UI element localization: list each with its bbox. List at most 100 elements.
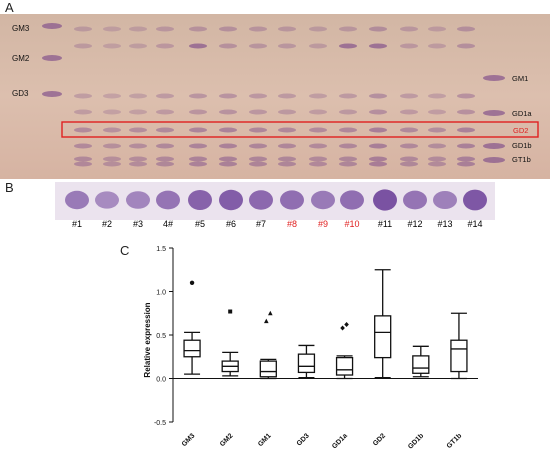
sample-band — [369, 127, 387, 133]
box-gm3 — [183, 280, 201, 375]
outlier — [340, 325, 345, 331]
box-iqr — [374, 315, 392, 359]
western-blot-strip — [55, 182, 495, 220]
sample-band — [249, 161, 267, 167]
blot-band — [219, 189, 243, 211]
sample-band — [219, 143, 237, 149]
lane-label: #2 — [101, 219, 113, 229]
sample-band — [74, 109, 92, 115]
sample-band — [189, 156, 207, 162]
sample-band — [309, 93, 327, 99]
x-tick-label: GM3 — [181, 432, 197, 448]
box-iqr — [183, 339, 201, 358]
sample-band — [129, 109, 147, 115]
sample-band — [129, 26, 147, 32]
lane-label: #6 — [225, 219, 237, 229]
lane-label: 4# — [162, 219, 174, 229]
outlier — [344, 322, 349, 328]
outlier — [189, 280, 195, 285]
sample-band — [249, 43, 267, 49]
marker-gd3: GD3 — [12, 89, 29, 98]
x-tick-label: GM1 — [257, 432, 273, 448]
y-tick-label: 1.5 — [156, 246, 166, 253]
outlier — [228, 309, 233, 314]
sample-band — [278, 143, 296, 149]
blot-band — [280, 190, 304, 210]
sample-band — [156, 143, 174, 149]
sample-band — [309, 109, 327, 115]
box-gm1 — [259, 310, 277, 380]
sample-band — [74, 161, 92, 167]
sample-band — [219, 43, 237, 49]
sample-band — [219, 156, 237, 162]
blot-bands — [65, 189, 487, 211]
sample-band — [219, 161, 237, 167]
sample-band — [249, 109, 267, 115]
sample-band — [400, 26, 418, 32]
sample-band — [339, 109, 357, 115]
sample-band — [249, 26, 267, 32]
box-iqr — [450, 339, 468, 373]
sample-band — [400, 127, 418, 133]
outlier — [268, 310, 273, 316]
panel-a-label: A — [5, 0, 14, 15]
sample-band — [156, 109, 174, 115]
sample-band — [189, 43, 207, 49]
sample-band — [457, 143, 475, 149]
sample-band — [189, 26, 207, 32]
tlc-background — [0, 14, 550, 179]
y-tick-label: 1.0 — [156, 290, 166, 297]
sample-band — [219, 93, 237, 99]
sample-band — [309, 127, 327, 133]
sample-band — [457, 161, 475, 167]
tlc-bands — [42, 23, 505, 167]
std-band — [483, 75, 505, 81]
sample-band — [156, 127, 174, 133]
sample-band — [339, 93, 357, 99]
sample-band — [457, 93, 475, 99]
sample-band — [189, 143, 207, 149]
sample-band — [369, 143, 387, 149]
blot-band — [373, 189, 397, 211]
box-plot: Relative expression -0.5 0.0 0.5 1.0 1.5 GM3… — [143, 246, 478, 449]
sample-band — [74, 143, 92, 149]
lane-label: #12 — [407, 219, 423, 229]
blot-background — [55, 182, 495, 220]
sample-band — [339, 127, 357, 133]
sample-band — [278, 93, 296, 99]
lane-label: #13 — [437, 219, 453, 229]
sample-band — [428, 127, 446, 133]
sample-band — [129, 143, 147, 149]
tlc-plate: GM3 GM2 GD3 GM1 GD1a GD2 GD1b GT1b — [0, 14, 550, 179]
sample-band — [400, 109, 418, 115]
sample-band — [278, 109, 296, 115]
sample-band — [369, 26, 387, 32]
sample-band — [103, 127, 121, 133]
blot-band — [188, 190, 212, 210]
y-tick-label: 0.5 — [156, 333, 166, 340]
box-gd3 — [297, 344, 316, 379]
marker-gd1a: GD1a — [512, 109, 532, 118]
sample-band — [369, 109, 387, 115]
x-tick-label: GM2 — [219, 432, 235, 448]
sample-band — [400, 93, 418, 99]
std-band — [42, 23, 62, 29]
sample-band — [103, 143, 121, 149]
lane-label: #14 — [467, 219, 483, 229]
blot-band — [463, 189, 487, 211]
sample-band — [339, 156, 357, 162]
y-tick-label: 0.0 — [156, 377, 166, 384]
lane-label: #7 — [255, 219, 267, 229]
std-band — [42, 55, 62, 61]
sample-band — [74, 93, 92, 99]
marker-gm2: GM2 — [12, 54, 30, 63]
sample-band — [74, 43, 92, 49]
sample-band — [369, 43, 387, 49]
sample-band — [129, 127, 147, 133]
blot-band — [249, 190, 273, 210]
sample-band — [219, 109, 237, 115]
box-iqr — [412, 355, 430, 374]
sample-band — [428, 43, 446, 49]
sample-band — [457, 43, 475, 49]
sample-band — [309, 143, 327, 149]
